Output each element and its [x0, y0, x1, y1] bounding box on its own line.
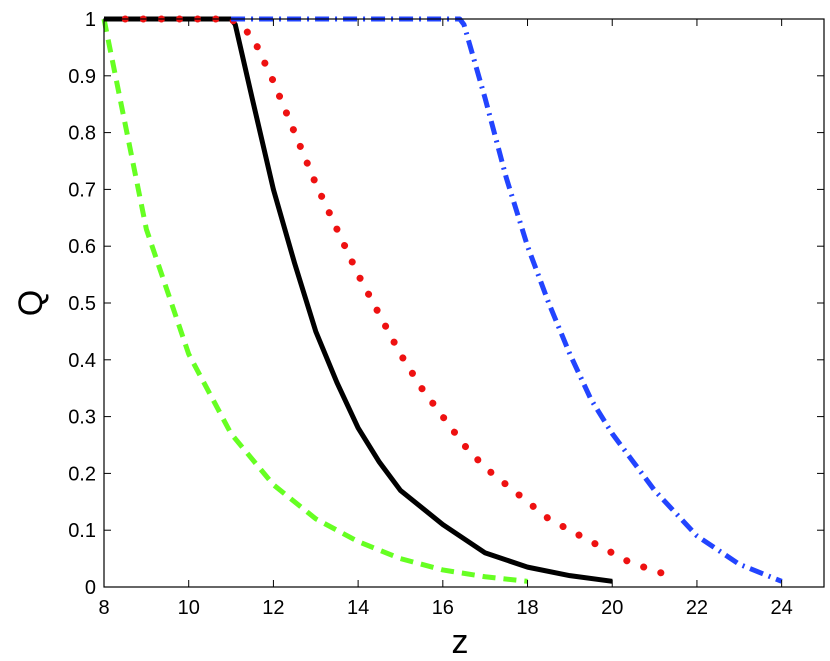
- series-line-solid: [104, 16, 613, 584]
- series-line-dashdot: [231, 16, 783, 584]
- y-tick-label: 0: [85, 577, 96, 599]
- x-tick-label: 24: [771, 597, 793, 619]
- x-axis-label: z: [452, 623, 469, 661]
- x-tick-label: 22: [686, 597, 708, 619]
- y-tick-label: 0.7: [68, 179, 96, 201]
- x-tick-label: 14: [347, 597, 369, 619]
- y-tick-label: 0.2: [68, 463, 96, 485]
- x-tick-label: 20: [601, 597, 623, 619]
- y-tick-label: 0.4: [68, 350, 96, 372]
- y-axis-label: Q: [12, 290, 50, 316]
- y-tick-label: 0.6: [68, 236, 96, 258]
- x-tick-label: 8: [98, 597, 109, 619]
- plot-background: [104, 19, 824, 587]
- x-tick-label: 10: [178, 597, 200, 619]
- y-tick-label: 0.5: [68, 293, 96, 315]
- y-tick-label: 0.1: [68, 520, 96, 542]
- x-tick-label: 18: [516, 597, 538, 619]
- y-tick-label: 0.9: [68, 66, 96, 88]
- x-tick-label: 12: [262, 597, 284, 619]
- ticks-layer: 8 10 12 14 16 18 20 22 24 0 0.1 0.2 0.3 0.4 0.5 0.6 0.7 0…: [68, 9, 824, 619]
- series-line-dashed: [101, 18, 528, 584]
- y-tick-label: 1: [85, 9, 96, 31]
- x-tick-label: 16: [432, 597, 454, 619]
- y-tick-label: 0.8: [68, 123, 96, 145]
- plot-frame: [103, 18, 825, 588]
- y-tick-label: 0.3: [68, 407, 96, 429]
